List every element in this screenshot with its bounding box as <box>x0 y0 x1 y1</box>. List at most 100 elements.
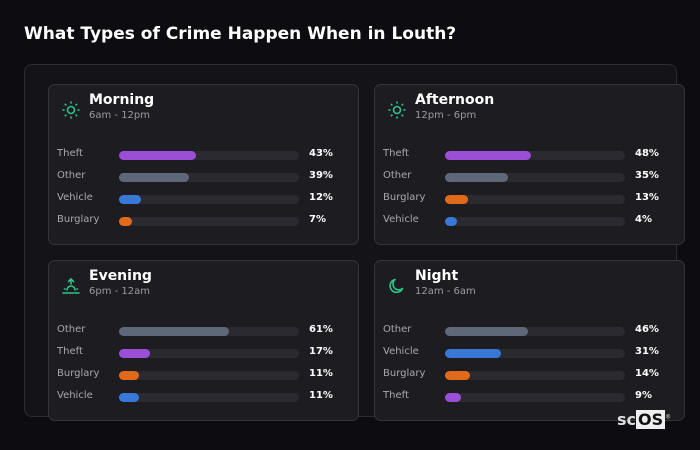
bar-track <box>445 173 625 182</box>
bar-label: Vehicle <box>57 390 93 401</box>
bar-value: 39% <box>309 170 333 181</box>
moon-icon <box>388 277 406 295</box>
bar-row: Other 39% <box>57 170 347 184</box>
card-title: Night <box>415 268 459 284</box>
bar-label: Vehicle <box>383 346 419 357</box>
bar-label: Other <box>57 324 86 335</box>
bar-label: Burglary <box>383 192 426 203</box>
bar-row: Theft 48% <box>383 148 673 162</box>
bar-row: Other 61% <box>57 324 347 338</box>
card-title: Afternoon <box>415 92 495 108</box>
bar-burglary <box>119 371 139 380</box>
bar-label: Burglary <box>57 368 100 379</box>
bar-value: 17% <box>309 346 333 357</box>
bar-row: Theft 17% <box>57 346 347 360</box>
bar-burglary <box>445 195 469 204</box>
bar-track <box>445 371 625 380</box>
bar-track <box>119 393 299 402</box>
sun-icon <box>388 101 406 119</box>
bar-vehicle <box>445 217 457 226</box>
bar-value: 31% <box>635 346 659 357</box>
logo-text-box: OS <box>636 410 666 429</box>
logo-text: sc <box>617 410 637 429</box>
card-subtitle: 12am - 6am <box>415 286 476 297</box>
card-title: Morning <box>89 92 155 108</box>
bar-track <box>119 151 299 160</box>
bar-row: Vehicle 12% <box>57 192 347 206</box>
bar-value: 46% <box>635 324 659 335</box>
bar-track <box>445 195 625 204</box>
bar-label: Other <box>57 170 86 181</box>
bar-value: 43% <box>309 148 333 159</box>
bar-theft <box>445 151 532 160</box>
bar-other <box>119 173 190 182</box>
bar-value: 48% <box>635 148 659 159</box>
bar-vehicle <box>445 349 501 358</box>
bar-track <box>445 327 625 336</box>
card-morning: Morning 6am - 12pm Theft 43% Other 39% V… <box>48 84 359 245</box>
bar-track <box>445 393 625 402</box>
bar-value: 12% <box>309 192 333 203</box>
bar-theft <box>119 349 150 358</box>
card-subtitle: 12pm - 6pm <box>415 110 477 121</box>
bar-label: Vehicle <box>57 192 93 203</box>
bar-row: Other 46% <box>383 324 673 338</box>
bar-track <box>119 371 299 380</box>
bar-row: Burglary 13% <box>383 192 673 206</box>
bar-track <box>119 217 299 226</box>
bar-row: Theft 9% <box>383 390 673 404</box>
bar-theft <box>119 151 197 160</box>
bar-row: Vehicle 4% <box>383 214 673 228</box>
bar-label: Theft <box>383 390 409 401</box>
bar-track <box>119 327 299 336</box>
bar-row: Theft 43% <box>57 148 347 162</box>
bar-row: Burglary 11% <box>57 368 347 382</box>
bar-track <box>119 349 299 358</box>
sunset-icon <box>62 277 80 295</box>
sun-icon <box>62 101 80 119</box>
card-afternoon: Afternoon 12pm - 6pm Theft 48% Other 35%… <box>374 84 685 245</box>
bar-vehicle <box>119 195 141 204</box>
bar-vehicle <box>119 393 139 402</box>
bar-other <box>445 327 528 336</box>
bar-value: 13% <box>635 192 659 203</box>
card-subtitle: 6pm - 12am <box>89 286 151 297</box>
bar-row: Vehicle 11% <box>57 390 347 404</box>
bar-track <box>445 349 625 358</box>
bar-track <box>445 217 625 226</box>
bar-label: Theft <box>57 148 83 159</box>
bar-value: 35% <box>635 170 659 181</box>
bar-row: Burglary 14% <box>383 368 673 382</box>
bar-theft <box>445 393 462 402</box>
card-subtitle: 6am - 12pm <box>89 110 151 121</box>
bar-burglary <box>445 371 471 380</box>
bar-row: Burglary 7% <box>57 214 347 228</box>
bar-value: 14% <box>635 368 659 379</box>
bar-value: 4% <box>635 214 652 225</box>
card-night: Night 12am - 6am Other 46% Vehicle 31% B… <box>374 260 685 421</box>
bar-label: Burglary <box>57 214 100 225</box>
bar-value: 11% <box>309 390 333 401</box>
scos-logo: sc OS ® <box>617 410 671 429</box>
bar-label: Theft <box>383 148 409 159</box>
bar-row: Other 35% <box>383 170 673 184</box>
bar-burglary <box>119 217 132 226</box>
bar-value: 61% <box>309 324 333 335</box>
bar-value: 9% <box>635 390 652 401</box>
bar-value: 7% <box>309 214 326 225</box>
bar-label: Other <box>383 324 412 335</box>
bar-label: Burglary <box>383 368 426 379</box>
bar-label: Other <box>383 170 412 181</box>
card-title: Evening <box>89 268 152 284</box>
logo-mark: ® <box>665 413 672 421</box>
bar-track <box>445 151 625 160</box>
card-evening: Evening 6pm - 12am Other 61% Theft 17% B… <box>48 260 359 421</box>
bar-other <box>445 173 508 182</box>
bar-label: Theft <box>57 346 83 357</box>
bar-label: Vehicle <box>383 214 419 225</box>
page-title: What Types of Crime Happen When in Louth… <box>24 24 457 44</box>
bar-track <box>119 173 299 182</box>
bar-value: 11% <box>309 368 333 379</box>
bar-row: Vehicle 31% <box>383 346 673 360</box>
bar-other <box>119 327 229 336</box>
